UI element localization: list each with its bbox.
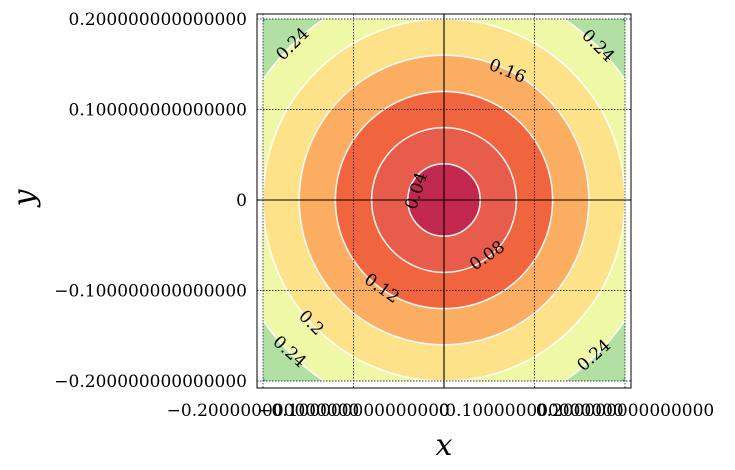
y-tick-label: 0.200000000000000 xyxy=(69,10,247,30)
y-tick-labels: 0.200000000000000 0.100000000000000 0 −0.10… xyxy=(54,10,247,392)
x-axis-label: x xyxy=(436,428,453,463)
y-axis-label: y xyxy=(7,188,42,208)
x-tick-label: 0.100000000000000 xyxy=(445,401,623,421)
y-tick-label: 0 xyxy=(236,191,247,211)
y-tick-label: −0.200000000000000 xyxy=(54,372,247,392)
zero-axes xyxy=(257,14,631,388)
x-tick-label: 0 xyxy=(439,401,450,421)
x-tick-labels: −0.200000000000000−0.10000000000000000.1… xyxy=(167,401,715,421)
y-tick-label: −0.100000000000000 xyxy=(54,282,247,302)
x-tick-label: 0.200000000000000 xyxy=(536,401,714,421)
plot-frame xyxy=(256,13,632,389)
y-tick-label: 0.100000000000000 xyxy=(69,101,247,121)
x-tick-label: −0.100000000000000 xyxy=(257,401,450,421)
x-tick-label: −0.200000000000000 xyxy=(167,401,360,421)
